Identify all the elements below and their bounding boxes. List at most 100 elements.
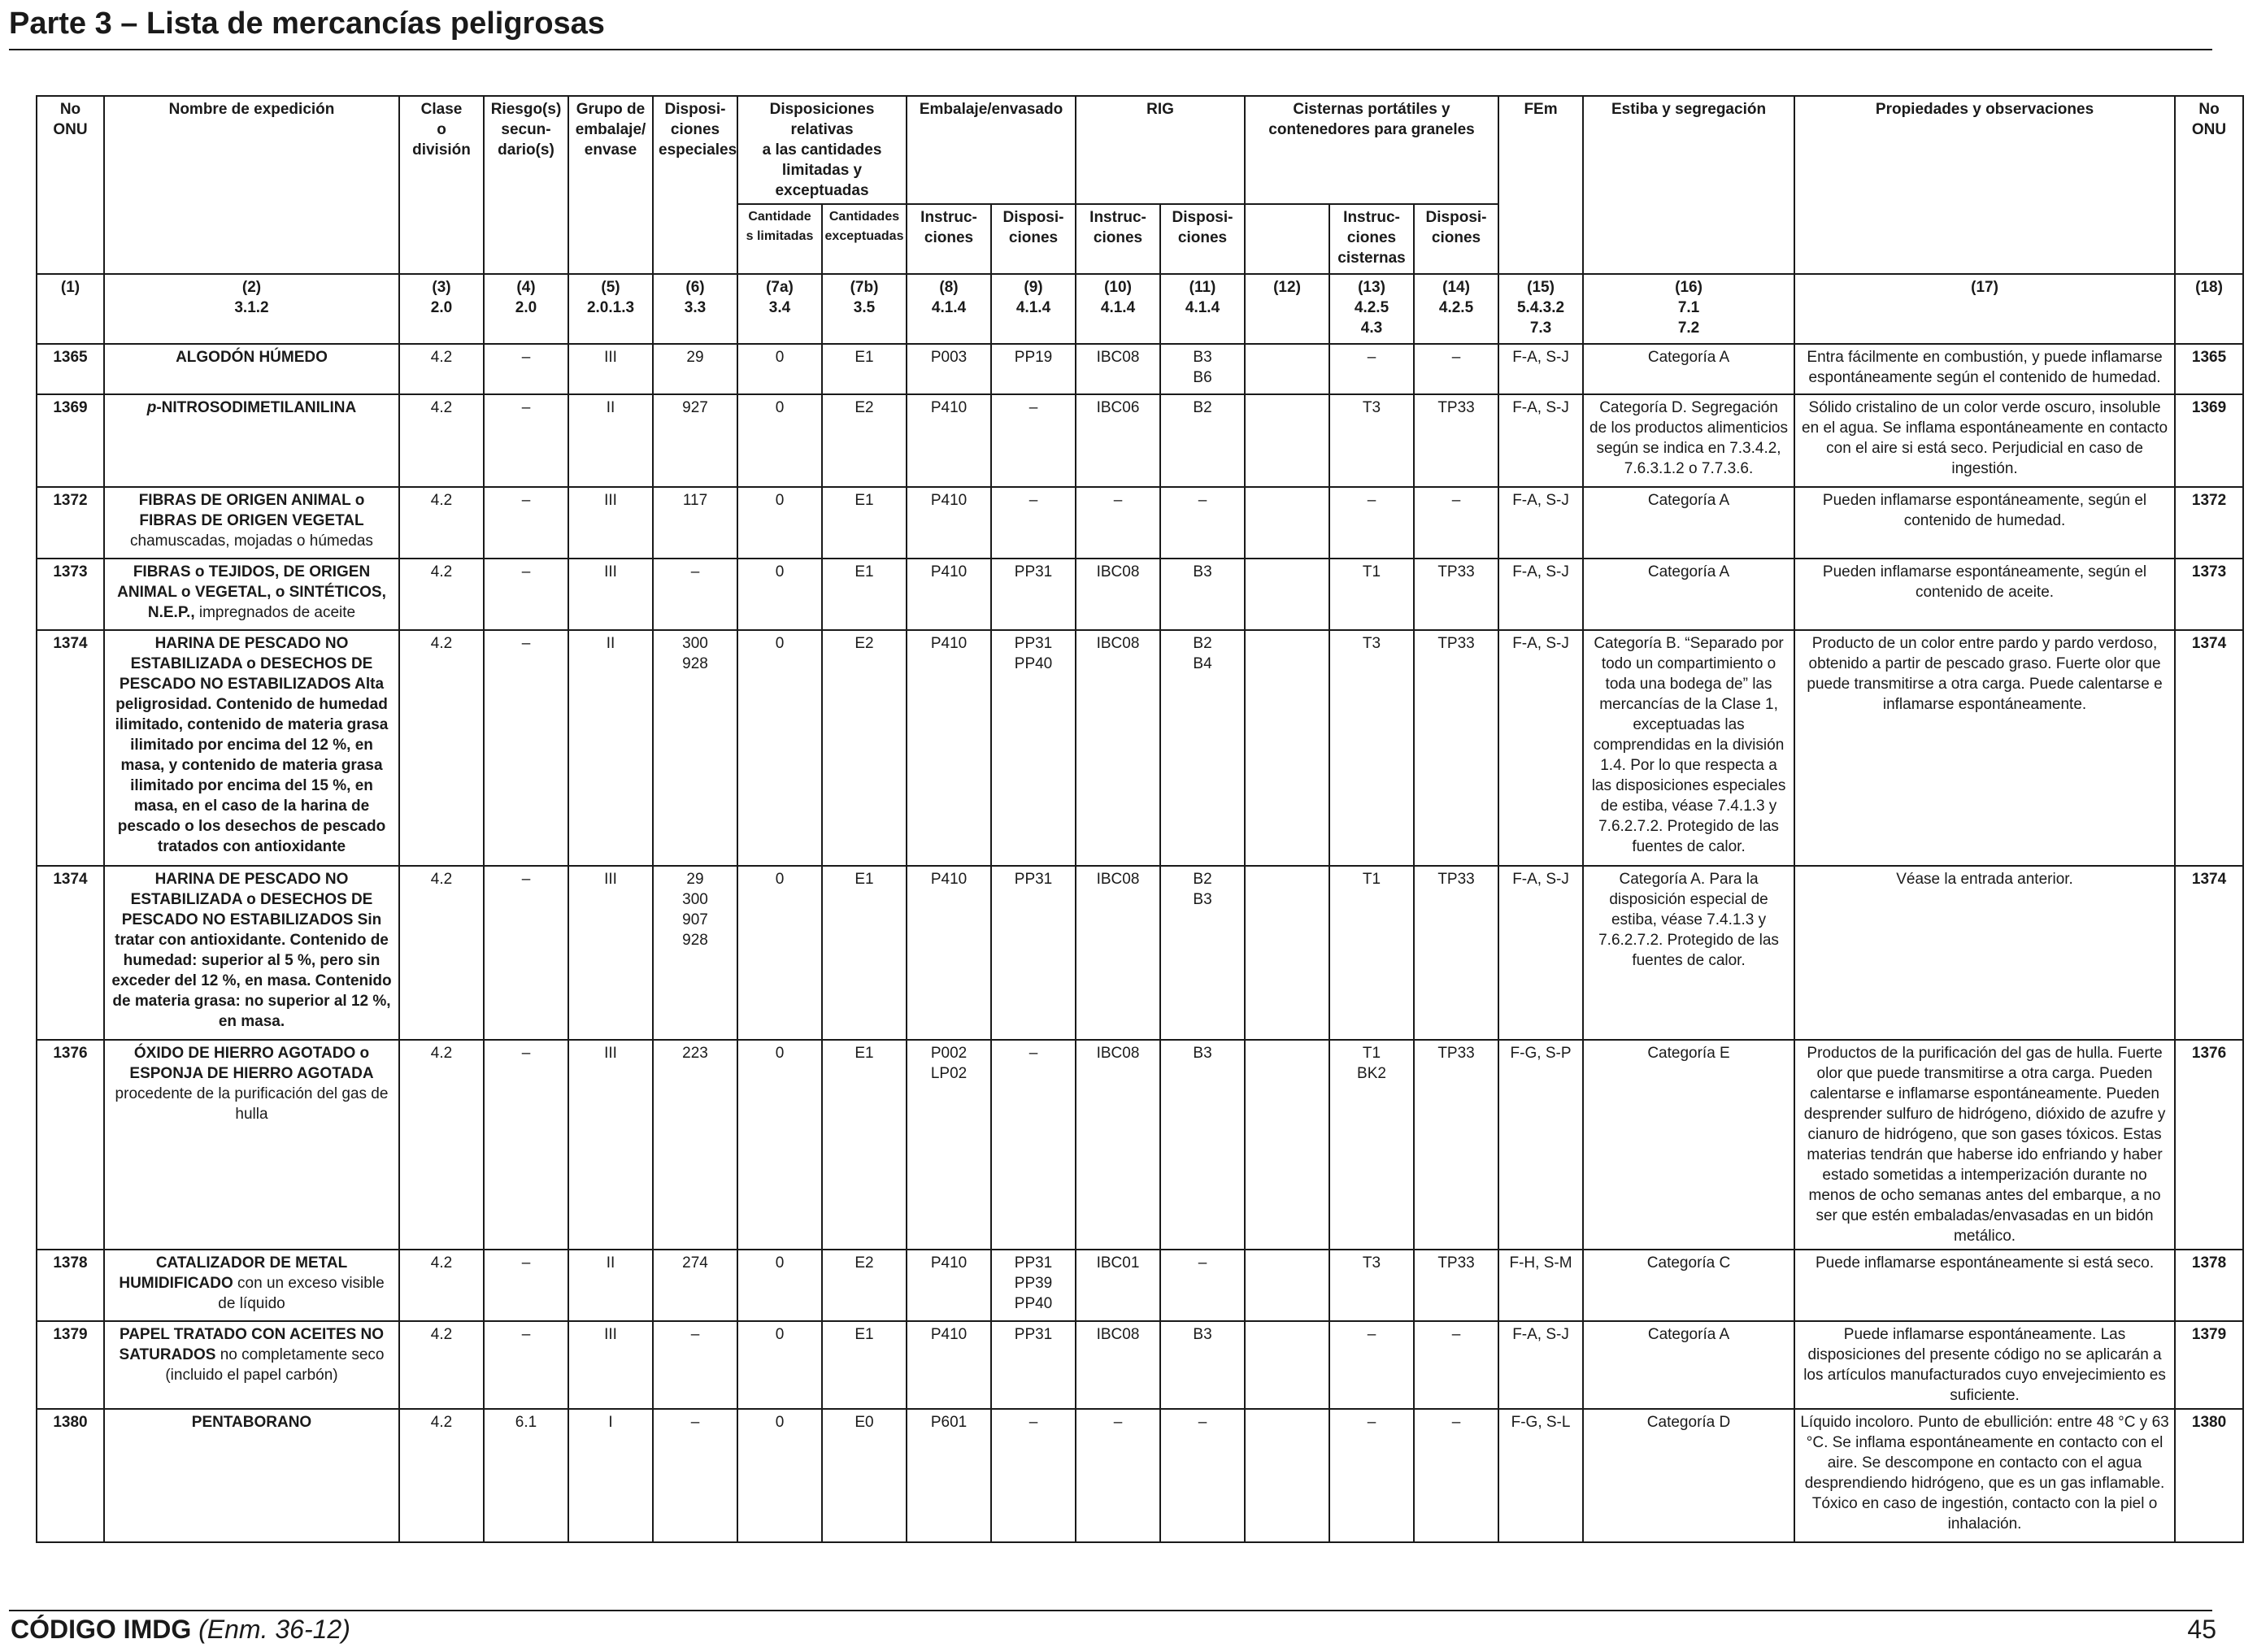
header-cantidades: Disposiciones relativas a las cantidades… xyxy=(736,95,908,205)
cell-propiedades: Entra fácilmente en combustión, y puede … xyxy=(1794,343,2177,395)
cell-disp: 29 300 907 928 xyxy=(652,865,738,1041)
cell-grupo: II xyxy=(568,629,654,867)
cell-riesgo: – xyxy=(483,393,569,488)
ref-5: (5) 2.0.1.3 xyxy=(568,273,654,345)
cell-riesgo: – xyxy=(483,486,569,559)
cell-fem: F-A, S-J xyxy=(1498,1320,1585,1410)
ref-3: (3) 2.0 xyxy=(398,273,485,345)
cell-cist-disp: TP33 xyxy=(1413,393,1500,488)
cell-name: p-NITROSODIMETILANILINA xyxy=(103,393,400,488)
table-row: 1378 CATALIZADOR DE METAL HUMIDIFICADO c… xyxy=(36,1249,2245,1322)
table-row: 1374 HARINA DE PESCADO NO ESTABILIZADA o… xyxy=(36,865,2245,1041)
cell-propiedades: Líquido incoloro. Punto de ebullición: e… xyxy=(1794,1408,2177,1543)
cell-disp: 927 xyxy=(652,393,738,488)
table-row: 1372 FIBRAS DE ORIGEN ANIMAL o FIBRAS DE… xyxy=(36,486,2245,559)
cell-cist-instr: T3 xyxy=(1329,1249,1416,1322)
cell-fem: F-A, S-J xyxy=(1498,486,1585,559)
cell-rig-disp: B3 xyxy=(1159,1039,1246,1250)
cell-grupo: II xyxy=(568,393,654,488)
header-grupo: Grupo de embalaje/ envase xyxy=(568,95,654,275)
cell-fem: F-H, S-M xyxy=(1498,1249,1585,1322)
header-9: Disposi- ciones xyxy=(990,203,1077,275)
name-bold: ÓXIDO DE HIERRO AGOTADO o ESPONJA DE HIE… xyxy=(129,1045,374,1082)
name-bold: HARINA DE PESCADO NO ESTABILIZADA o DESE… xyxy=(115,635,389,855)
cell-emb-instr: P410 xyxy=(906,1249,993,1322)
cell-clase: 4.2 xyxy=(398,865,485,1041)
cell-disp: – xyxy=(652,1320,738,1410)
cell-cist-instr: T1 xyxy=(1329,865,1416,1041)
cell-7a: 0 xyxy=(737,558,823,631)
cell-onu: 1379 xyxy=(36,1320,105,1410)
ref-7a: (7a) 3.4 xyxy=(737,273,823,345)
cell-onu: 1373 xyxy=(36,558,105,631)
name-bold: PENTABORANO xyxy=(191,1414,312,1431)
cell-rig-instr: IBC08 xyxy=(1075,629,1162,867)
cell-rig-instr: IBC06 xyxy=(1075,393,1162,488)
cell-12 xyxy=(1244,343,1331,395)
cell-fem: F-A, S-J xyxy=(1498,629,1585,867)
cell-rig-disp: – xyxy=(1159,1249,1246,1322)
table-row: 1379 PAPEL TRATADO CON ACEITES NO SATURA… xyxy=(36,1320,2245,1410)
table-row: 1369 p-NITROSODIMETILANILINA 4.2 – II 92… xyxy=(36,393,2245,488)
cell-onu-right: 1374 xyxy=(2174,629,2245,867)
ref-13: (13) 4.2.5 4.3 xyxy=(1329,273,1416,345)
table-row: 1373 FIBRAS o TEJIDOS, DE ORIGEN ANIMAL … xyxy=(36,558,2245,631)
cell-cist-instr: T1 xyxy=(1329,558,1416,631)
name-bold: FIBRAS o TEJIDOS, DE ORIGEN ANIMAL o VEG… xyxy=(117,563,386,621)
cell-clase: 4.2 xyxy=(398,558,485,631)
cell-estiba: Categoría B. “Separado por todo un compa… xyxy=(1582,629,1796,867)
cell-estiba: Categoría A xyxy=(1582,343,1796,395)
cell-rig-disp: – xyxy=(1159,486,1246,559)
cell-propiedades: Productos de la purificación del gas de … xyxy=(1794,1039,2177,1250)
ref-12: (12) xyxy=(1244,273,1331,345)
cell-rig-instr: IBC01 xyxy=(1075,1249,1162,1322)
ref-4: (4) 2.0 xyxy=(483,273,569,345)
cell-onu-right: 1376 xyxy=(2174,1039,2245,1250)
cell-emb-instr: P410 xyxy=(906,865,993,1041)
cell-onu-right: 1372 xyxy=(2174,486,2245,559)
header-estiba: Estiba y segregación xyxy=(1582,95,1796,275)
name-bold: CATALIZADOR DE METAL HUMIDIFICADO xyxy=(119,1254,348,1292)
cell-cist-disp: – xyxy=(1413,1320,1500,1410)
name-bold: HARINA DE PESCADO NO ESTABILIZADA o DESE… xyxy=(111,871,392,1030)
cell-emb-disp: PP31 xyxy=(990,558,1077,631)
cell-cist-instr: – xyxy=(1329,1320,1416,1410)
header-13: Instruc- ciones cisternas xyxy=(1329,203,1416,275)
cell-estiba: Categoría A xyxy=(1582,1320,1796,1410)
ref-15: (15) 5.4.3.2 7.3 xyxy=(1498,273,1585,345)
cell-cist-instr: – xyxy=(1329,343,1416,395)
header-12 xyxy=(1244,203,1331,275)
cell-onu-right: 1379 xyxy=(2174,1320,2245,1410)
cell-propiedades: Sólido cristalino de un color verde oscu… xyxy=(1794,393,2177,488)
cell-rig-disp: B3 xyxy=(1159,1320,1246,1410)
cell-cist-instr: – xyxy=(1329,486,1416,559)
header-propiedades: Propiedades y observaciones xyxy=(1794,95,2177,275)
cell-name: FIBRAS o TEJIDOS, DE ORIGEN ANIMAL o VEG… xyxy=(103,558,400,631)
cell-estiba: Categoría A xyxy=(1582,558,1796,631)
cell-cist-disp: TP33 xyxy=(1413,1249,1500,1322)
cell-cist-instr: T3 xyxy=(1329,629,1416,867)
cell-7a: 0 xyxy=(737,1320,823,1410)
cell-propiedades: Producto de un color entre pardo y pardo… xyxy=(1794,629,2177,867)
header-rig: RIG xyxy=(1075,95,1246,205)
header-fem: FEm xyxy=(1498,95,1585,275)
header-11: Disposi- ciones xyxy=(1159,203,1246,275)
table-row: 1374 HARINA DE PESCADO NO ESTABILIZADA o… xyxy=(36,629,2245,867)
cell-fem: F-A, S-J xyxy=(1498,558,1585,631)
cell-7a: 0 xyxy=(737,1408,823,1543)
ref-7b: (7b) 3.5 xyxy=(820,273,908,345)
cell-rig-instr: – xyxy=(1075,1408,1162,1543)
cell-disp: – xyxy=(652,1408,738,1543)
cell-onu: 1374 xyxy=(36,629,105,867)
cell-emb-disp: PP19 xyxy=(990,343,1077,395)
cell-12 xyxy=(1244,865,1331,1041)
cell-clase: 4.2 xyxy=(398,1249,485,1322)
cell-rig-disp: B2 B3 xyxy=(1159,865,1246,1041)
cell-emb-instr: P410 xyxy=(906,558,993,631)
cell-cist-disp: – xyxy=(1413,1408,1500,1543)
cell-12 xyxy=(1244,1408,1331,1543)
cell-fem: F-A, S-J xyxy=(1498,393,1585,488)
cell-7a: 0 xyxy=(737,393,823,488)
cell-clase: 4.2 xyxy=(398,393,485,488)
header-embalaje: Embalaje/envasado xyxy=(906,95,1077,205)
